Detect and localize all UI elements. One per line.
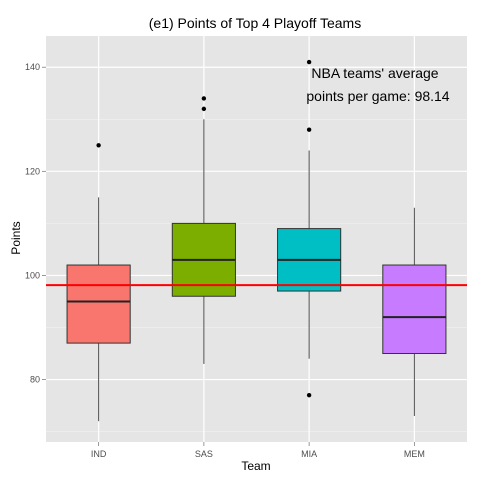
chart-title: (e1) Points of Top 4 Playoff Teams — [149, 15, 361, 31]
y-axis-label: Points — [9, 221, 23, 254]
outlier-point — [202, 96, 206, 100]
x-tick-label: MIA — [301, 449, 317, 459]
y-tick-label: 100 — [25, 270, 40, 280]
x-tick-label: SAS — [195, 449, 213, 459]
y-tick-label: 120 — [25, 166, 40, 176]
x-tick-label: MEM — [404, 449, 425, 459]
outlier-point — [307, 393, 311, 397]
x-tick-label: IND — [91, 449, 107, 459]
outlier-point — [307, 127, 311, 131]
annotation-line-2: points per game: 98.14 — [306, 88, 449, 104]
iqr-box — [383, 265, 446, 353]
outlier-point — [202, 107, 206, 111]
outlier-point — [307, 60, 311, 64]
outlier-point — [96, 143, 100, 147]
y-tick-label: 80 — [30, 375, 40, 385]
annotation-line-1: NBA teams' average — [311, 65, 438, 81]
iqr-box — [67, 265, 130, 343]
x-axis-label: Team — [241, 459, 270, 473]
y-tick-label: 140 — [25, 62, 40, 72]
